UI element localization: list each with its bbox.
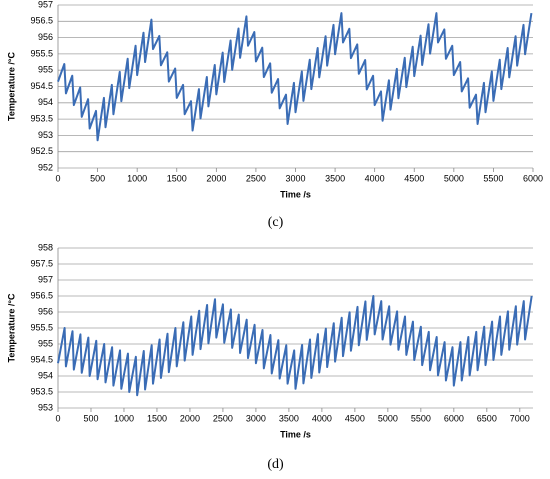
x-axis-label: Time /s: [280, 189, 311, 199]
y-tick-label: 952.5: [30, 146, 53, 156]
y-tick-label: 957: [38, 274, 53, 284]
y-tick-label: 956: [38, 32, 53, 42]
x-axis-label: Time /s: [280, 429, 311, 439]
y-tick-label: 955: [38, 338, 53, 348]
x-tick-label: 3500: [325, 173, 345, 183]
x-tick-label: 5000: [444, 173, 464, 183]
y-tick-label: 956: [38, 306, 53, 316]
y-tick-label: 955.5: [30, 48, 53, 58]
x-tick-label: 4000: [312, 413, 332, 423]
y-tick-label: 953.5: [30, 113, 53, 123]
x-tick-label: 500: [83, 413, 98, 423]
x-tick-label: 3000: [285, 173, 305, 183]
y-tick-label: 955: [38, 65, 53, 75]
x-tick-label: 6000: [444, 413, 464, 423]
caption: (d): [267, 457, 284, 472]
x-tick-label: 4000: [365, 173, 385, 183]
y-tick-label: 956.5: [30, 290, 53, 300]
x-tick-label: 1000: [127, 173, 147, 183]
x-tick-label: 5500: [411, 413, 431, 423]
y-tick-label: 953: [38, 130, 53, 140]
x-tick-label: 5000: [378, 413, 398, 423]
y-tick-label: 954: [38, 97, 53, 107]
data-line: [57, 12, 533, 142]
caption: (c): [268, 215, 284, 230]
y-tick-label: 954: [38, 370, 53, 380]
x-tick-label: 1500: [147, 413, 167, 423]
y-tick-label: 953.5: [30, 386, 53, 396]
x-tick-label: 7000: [510, 413, 530, 423]
x-tick-label: 3000: [246, 413, 266, 423]
x-tick-label: 4500: [345, 413, 365, 423]
x-tick-label: 2000: [206, 173, 226, 183]
y-tick-label: 957.5: [30, 258, 53, 268]
x-tick-label: 1500: [167, 173, 187, 183]
y-axis-label: Temperature /°C: [6, 293, 16, 362]
x-tick-label: 2000: [180, 413, 200, 423]
x-tick-label: 500: [90, 173, 105, 183]
x-tick-label: 0: [55, 413, 60, 423]
x-tick-label: 0: [55, 173, 60, 183]
x-tick-label: 3500: [279, 413, 299, 423]
x-tick-label: 2500: [213, 413, 233, 423]
y-tick-label: 953: [38, 402, 53, 412]
x-tick-label: 2500: [246, 173, 266, 183]
y-tick-label: 954.5: [30, 81, 53, 91]
y-tick-label: 957: [38, 0, 53, 9]
x-tick-label: 6500: [477, 413, 497, 423]
y-tick-label: 956.5: [30, 16, 53, 26]
y-tick-label: 958: [38, 242, 53, 252]
data-line: [57, 295, 533, 397]
x-tick-label: 1000: [114, 413, 134, 423]
x-tick-label: 4500: [404, 173, 424, 183]
y-axis-label: Temperature /°C: [6, 52, 16, 121]
y-tick-label: 954.5: [30, 354, 53, 364]
y-tick-label: 952: [38, 162, 53, 172]
x-tick-label: 6000: [523, 173, 543, 183]
x-tick-label: 5500: [483, 173, 503, 183]
y-tick-label: 955.5: [30, 322, 53, 332]
